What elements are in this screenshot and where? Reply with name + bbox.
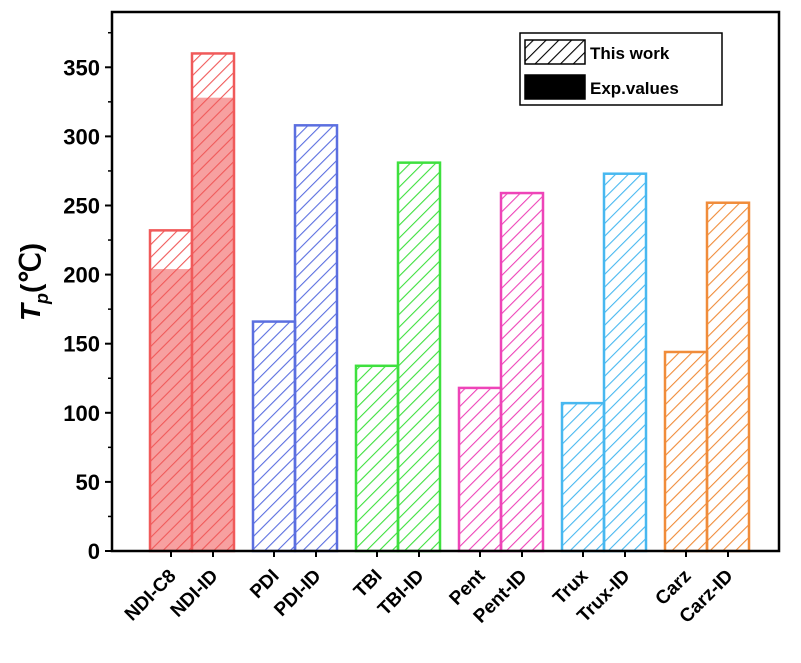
bar-pdi-id <box>293 124 339 553</box>
y-tick-label-100: 100 <box>63 401 100 426</box>
bar-pent-id <box>499 191 545 553</box>
legend: This work Exp.values <box>519 32 723 106</box>
legend-label-exp-values: Exp.values <box>590 79 679 98</box>
y-axis-title-main: T <box>15 301 46 321</box>
bar-tbi <box>354 364 400 553</box>
bar-trux-id <box>602 172 648 553</box>
bar-ndi-id <box>190 52 236 553</box>
bar-carz <box>663 350 709 553</box>
y-axis: 0 50 100 150 200 250 300 350 <box>63 31 112 564</box>
y-tick-label-350: 350 <box>63 55 100 80</box>
y-axis-title-unit: (℃) <box>15 243 46 293</box>
bar-carz-id <box>705 201 751 553</box>
y-tick-label-250: 250 <box>63 193 100 218</box>
legend-swatch-this-work <box>524 39 586 65</box>
y-axis-title: Tp(℃) <box>15 243 52 321</box>
x-tick-label-ndi-c8: NDI-C8 <box>121 566 181 626</box>
y-tick-label-0: 0 <box>88 539 100 564</box>
plot-frame <box>110 10 781 553</box>
legend-label-this-work: This work <box>590 44 670 63</box>
y-tick-label-150: 150 <box>63 332 100 357</box>
y-tick-label-50: 50 <box>76 470 100 495</box>
bar-tbi-id <box>396 161 442 553</box>
x-tick-label-tbi-id: TBI-ID <box>374 566 428 620</box>
bar-trux <box>560 401 606 553</box>
y-tick-label-300: 300 <box>63 124 100 149</box>
x-tick-label-tbi: TBI <box>350 566 386 602</box>
y-axis-title-sub: p <box>32 293 52 305</box>
x-tick-label-ndi-id: NDI-ID <box>167 566 223 622</box>
legend-swatch-exp-values <box>524 74 586 100</box>
x-tick-label-pdi-id: PDI-ID <box>270 566 325 621</box>
bar-pent <box>457 386 503 553</box>
bar-pdi <box>251 320 297 553</box>
bars-group <box>148 52 751 553</box>
bar-ndi-c8 <box>148 229 194 553</box>
y-tick-label-200: 200 <box>63 263 100 288</box>
